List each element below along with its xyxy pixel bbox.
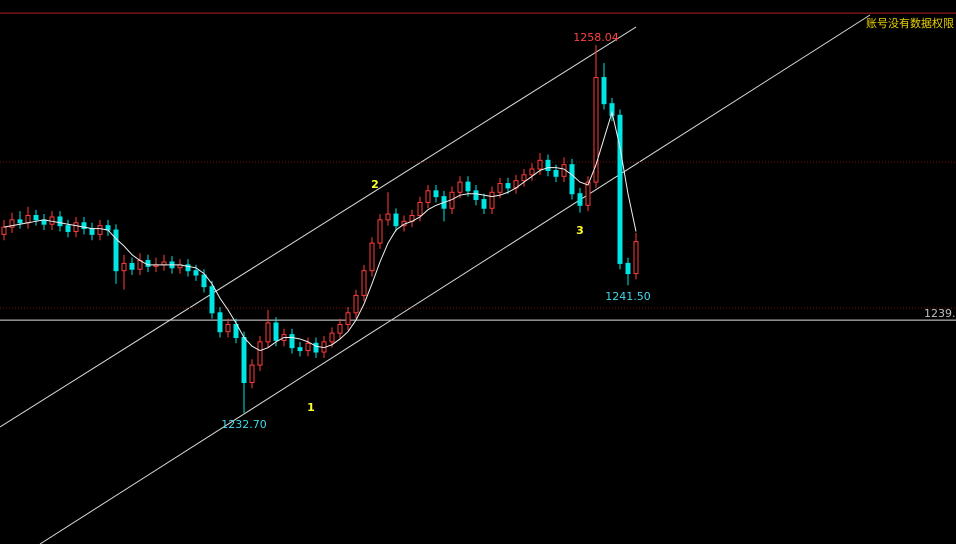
candle-body: [585, 181, 591, 206]
candle-body: [65, 225, 71, 232]
notice: 账号没有数据权限: [866, 16, 954, 30]
candle-body: [9, 219, 15, 228]
candle-body: [129, 262, 135, 270]
wave-label: 1: [307, 401, 315, 414]
candle-body: [601, 77, 607, 105]
candle-body: [249, 364, 255, 384]
candle-body: [329, 332, 335, 343]
candle-body: [577, 193, 583, 206]
candle-body: [609, 103, 615, 116]
candle-body: [521, 174, 527, 182]
candle-body: [497, 183, 503, 193]
candle-body: [545, 159, 551, 171]
candle-body: [353, 294, 359, 314]
candle-body: [225, 323, 231, 333]
candle-body: [289, 334, 295, 349]
candle-body: [33, 215, 39, 221]
candle-body: [201, 274, 207, 288]
candle-body: [337, 323, 343, 334]
candle-body: [633, 241, 639, 275]
candle-body: [465, 181, 471, 192]
candle-body: [593, 77, 599, 183]
extreme-label: 1232.70: [221, 418, 267, 431]
price-label: 1239.: [924, 307, 956, 320]
candle-body: [625, 262, 631, 275]
candle-body: [553, 169, 559, 177]
candle-body: [473, 190, 479, 201]
candle-body: [393, 213, 399, 227]
candle-body: [489, 191, 495, 209]
candle-body: [217, 312, 223, 333]
candle-body: [97, 225, 103, 235]
candle-body: [57, 216, 63, 227]
candle-body: [369, 242, 375, 272]
candle-body: [185, 264, 191, 272]
candle-body: [457, 181, 463, 193]
channel-upper: [0, 26, 637, 428]
candle-body: [385, 213, 391, 221]
candle-body: [569, 164, 575, 195]
extreme-label: 1241.50: [605, 290, 651, 303]
candle-body: [193, 270, 199, 276]
candle-body: [505, 183, 511, 189]
candle-body: [377, 219, 383, 244]
candle-body: [265, 322, 271, 343]
candle-body: [209, 286, 215, 314]
candle-body: [345, 312, 351, 325]
candle-body: [73, 222, 79, 232]
candle-body: [537, 159, 543, 170]
candle-body: [529, 168, 535, 176]
candle-body: [25, 215, 31, 224]
candle-body: [305, 342, 311, 352]
wave-label: 2: [371, 178, 379, 191]
candle-body: [417, 201, 423, 217]
candle-body: [433, 190, 439, 198]
candle-body: [233, 323, 239, 338]
candle-body: [89, 228, 95, 235]
candle-body: [297, 347, 303, 352]
moving-average: [3, 110, 637, 352]
candle-body: [1, 226, 7, 235]
candle-body: [425, 190, 431, 203]
candle-body: [113, 229, 119, 272]
wave-label: 3: [576, 224, 584, 237]
candle-body: [617, 114, 623, 264]
candle-body: [313, 342, 319, 353]
candle-body: [81, 222, 87, 230]
candle-body: [121, 262, 127, 272]
candle-body: [145, 260, 151, 267]
extreme-label: 1258.04: [573, 31, 619, 44]
candle-body: [257, 341, 263, 366]
candle-body: [361, 270, 367, 296]
candle-body: [241, 336, 247, 384]
channel-lower: [39, 14, 871, 544]
candle-body: [17, 219, 23, 224]
candle-body: [273, 322, 279, 341]
candle-body: [481, 199, 487, 209]
